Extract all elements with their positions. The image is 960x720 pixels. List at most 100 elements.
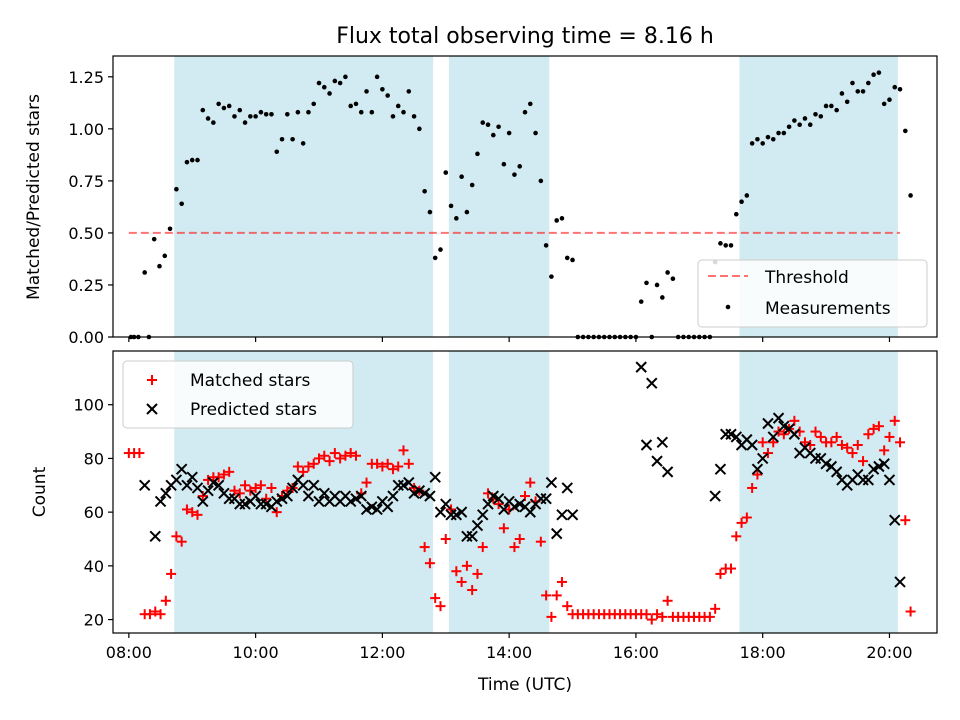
measurement-point <box>892 84 898 90</box>
matched-star-point <box>229 485 240 496</box>
matched-star-point <box>250 482 261 493</box>
predicted-star-point <box>762 417 774 430</box>
matched-star-point <box>477 542 488 553</box>
measurement-point <box>174 186 179 192</box>
matched-star-point <box>329 448 340 459</box>
matched-star-point <box>382 458 393 469</box>
measurement-point <box>358 109 364 115</box>
matched-star-point <box>155 609 166 620</box>
predicted-star-point <box>302 490 315 502</box>
predicted-star-point <box>434 506 447 518</box>
shaded-interval <box>448 351 550 633</box>
predicted-star-point <box>308 479 320 491</box>
matched-star-point <box>657 611 668 622</box>
matched-star-point <box>863 429 874 440</box>
matched-star-point <box>240 480 251 491</box>
measurement-point <box>316 80 322 86</box>
predicted-star-point <box>455 506 468 518</box>
predicted-star-point <box>424 490 436 502</box>
matched-star-point <box>773 426 784 437</box>
predicted-star-point <box>566 509 579 521</box>
predicted-star-point <box>556 509 568 521</box>
matched-star-point <box>778 429 789 440</box>
predicted-star-point <box>730 431 742 443</box>
predicted-star-point <box>756 452 769 465</box>
predicted-star-point <box>640 439 653 451</box>
axes-frame <box>112 55 938 338</box>
matched-star-point <box>308 458 319 469</box>
matched-star-point <box>361 477 372 488</box>
matched-star-point <box>424 558 435 569</box>
matched-star-point <box>546 611 557 622</box>
matched-star-point <box>741 512 752 523</box>
measurement-point <box>813 111 818 117</box>
matched-star-point <box>525 477 536 488</box>
matched-star-point <box>889 415 900 426</box>
y-tick-label: 20 <box>84 611 104 630</box>
matched-star-point <box>747 482 758 493</box>
matched-star-point <box>144 609 155 620</box>
measurement-point <box>157 263 162 269</box>
measurement-point <box>300 141 306 146</box>
measurement-point <box>797 122 802 127</box>
measurement-point <box>151 236 157 242</box>
matched-star-point <box>171 531 182 542</box>
legend-label: Threshold <box>764 268 849 288</box>
measurement-point <box>353 101 359 107</box>
y-tick-label: 100 <box>73 396 104 415</box>
measurement-point <box>538 178 544 184</box>
matched-star-point <box>176 536 187 547</box>
measurement-point <box>332 78 338 84</box>
matched-star-point <box>430 593 441 604</box>
matched-star-point <box>271 507 282 518</box>
measurement-point <box>506 130 512 136</box>
matched-star-point <box>387 464 398 475</box>
y-tick-label: 0.75 <box>68 172 104 191</box>
matched-star-point <box>858 456 869 467</box>
predicted-star-point <box>550 527 563 540</box>
predicted-star-point <box>651 455 663 467</box>
x-tick-label: 12:00 <box>359 643 405 662</box>
predicted-star-point <box>498 503 510 516</box>
matched-star-point <box>340 450 351 461</box>
measurement-point <box>279 136 285 142</box>
measurement-point <box>733 211 739 217</box>
predicted-star-point <box>883 474 896 486</box>
matched-star-point <box>562 601 573 612</box>
matched-star-point <box>662 595 673 606</box>
measurement-point <box>237 107 243 113</box>
measurement-point <box>670 276 676 282</box>
predicted-star-point <box>186 471 198 483</box>
measurement-point <box>432 255 438 261</box>
predicted-star-point <box>661 466 674 478</box>
matched-star-point <box>472 568 483 579</box>
matched-star-point <box>181 504 192 515</box>
matched-star-point <box>551 590 562 601</box>
measurement-point <box>665 270 670 275</box>
x-tick-label: 18:00 <box>740 643 786 662</box>
measurement-point <box>216 101 221 107</box>
matched-star-point <box>736 517 747 528</box>
matched-star-point <box>757 437 768 448</box>
measurement-point <box>200 107 206 113</box>
matched-star-point <box>905 606 916 617</box>
y-tick-label: 80 <box>84 449 104 468</box>
matched-star-point <box>150 606 161 617</box>
measurement-point <box>644 280 649 286</box>
predicted-star-point <box>297 479 309 491</box>
measurement-point <box>232 114 237 119</box>
measurement-point <box>269 111 274 117</box>
measurement-point <box>385 93 390 98</box>
predicted-star-point <box>212 479 225 491</box>
measurement-point <box>638 299 644 304</box>
measurement-point <box>475 151 480 157</box>
predicted-star-point <box>181 479 193 491</box>
matched-star-point <box>884 431 895 442</box>
predicted-star-point <box>170 474 183 486</box>
matched-star-point <box>731 531 742 542</box>
measurement-point <box>311 101 317 107</box>
measurement-point <box>844 99 850 105</box>
measurement-point <box>823 103 829 109</box>
measurement-point <box>443 170 449 175</box>
matched-star-point <box>393 461 404 472</box>
